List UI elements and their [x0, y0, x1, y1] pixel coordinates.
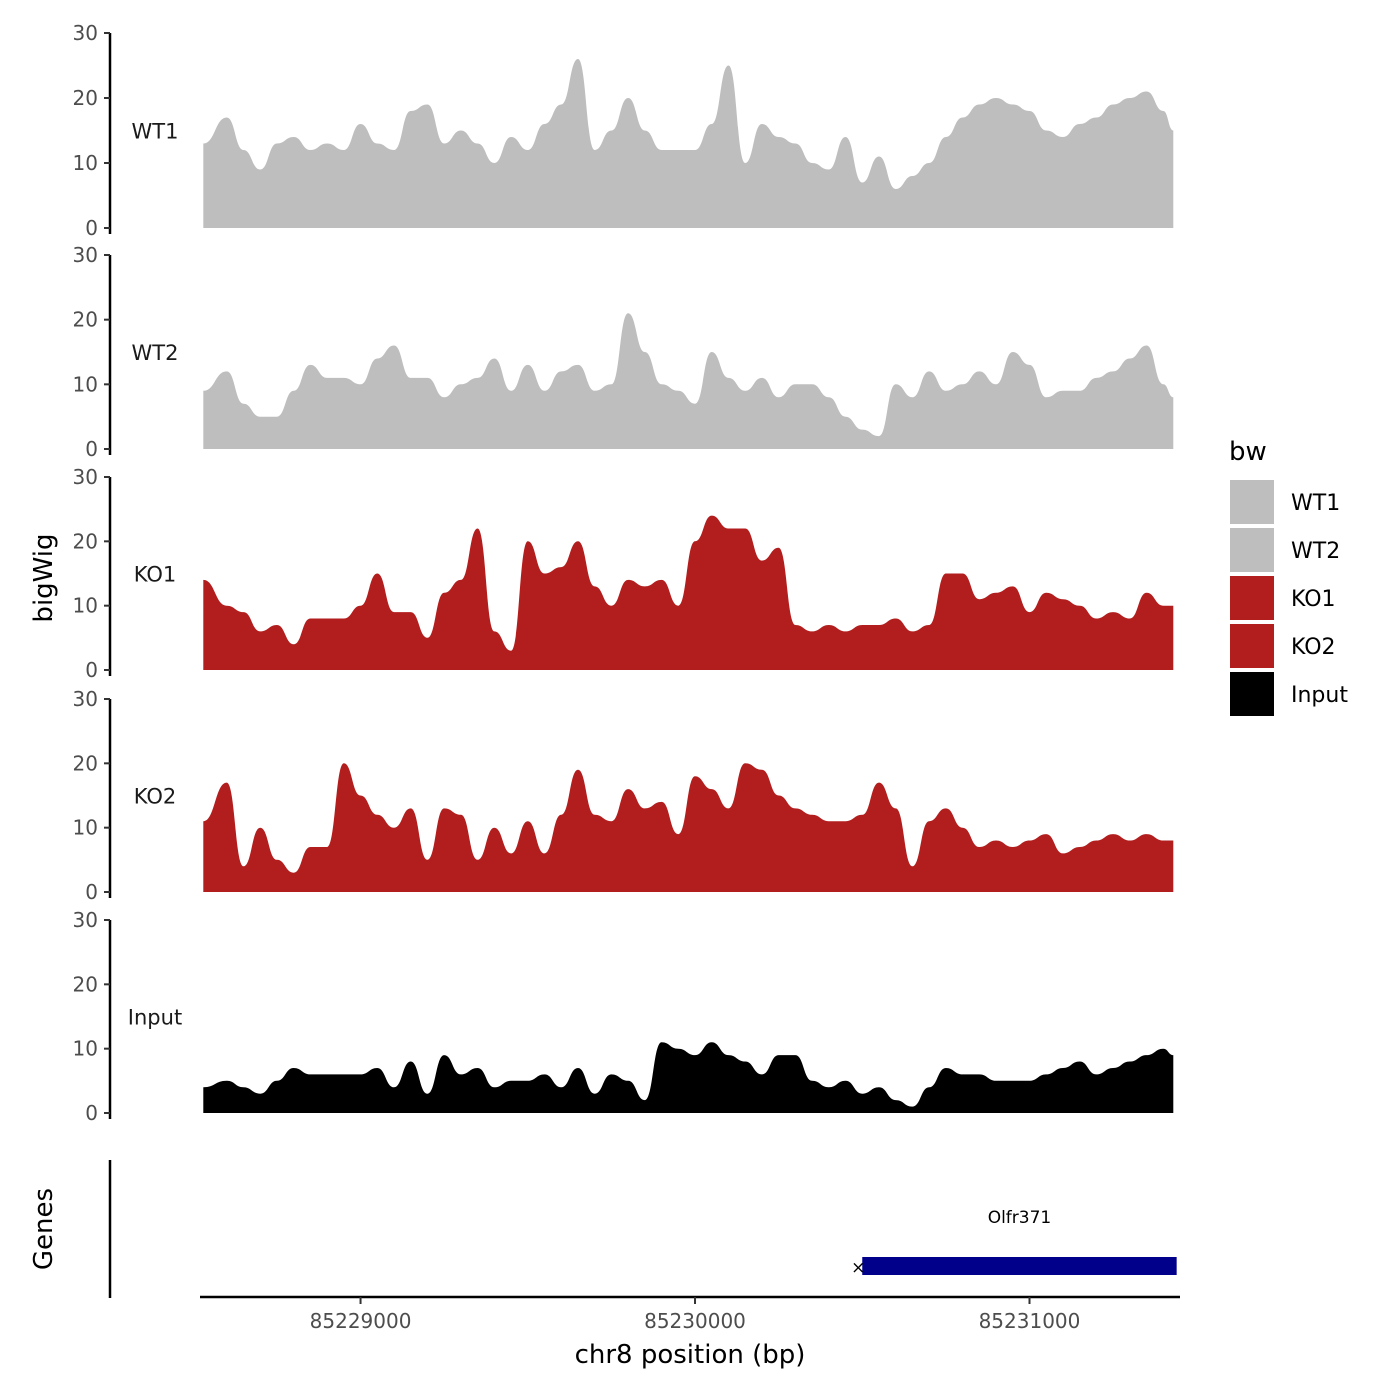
gene-strand-marker: ×	[851, 1258, 865, 1278]
legend: bw WT1 WT2 KO1 KO2 Input	[1229, 437, 1348, 716]
y-axis-title: bigWig	[29, 533, 59, 622]
legend-swatch-input	[1230, 672, 1274, 716]
x-tick-label: 85231000	[979, 1309, 1081, 1333]
y-tick-label: 10	[73, 816, 98, 840]
legend-title: bw	[1229, 437, 1267, 467]
signal-area-ko2	[203, 763, 1174, 892]
y-tick-label: 30	[73, 465, 98, 489]
y-tick-label: 30	[73, 243, 98, 267]
gene-name-label: Olfr371	[988, 1208, 1052, 1228]
y-tick-label: 10	[73, 594, 98, 618]
legend-label-wt1: WT1	[1291, 491, 1340, 516]
track-ko2: 0 10 20 30 KO2	[73, 687, 1174, 904]
track-label-ko1: KO1	[134, 563, 177, 587]
y-tick-label: 20	[73, 308, 98, 332]
track-label-ko2: KO2	[134, 785, 177, 809]
track-label-input: Input	[128, 1006, 182, 1030]
legend-swatch-ko1	[1230, 576, 1274, 620]
legend-label-ko2: KO2	[1291, 635, 1336, 660]
y-tick-label: 30	[73, 908, 98, 932]
track-wt2: 0 10 20 30 WT2	[73, 243, 1174, 461]
tracks-group: 0 10 20 30 WT1 0 10 20 30 WT2 0 10 20 30 KO1 0 10 20 30 KO2…	[73, 21, 1174, 1125]
y-tick-label: 30	[73, 687, 98, 711]
y-tick-label: 0	[85, 880, 98, 904]
gene-track: × Olfr371	[108, 1160, 1177, 1298]
x-axis: 85229000 85230000 85231000	[200, 1295, 1180, 1333]
y-tick-label: 20	[73, 86, 98, 110]
y-tick-label: 10	[73, 372, 98, 396]
genes-axis-title: Genes	[29, 1188, 59, 1270]
legend-label-wt2: WT2	[1291, 539, 1340, 564]
x-tick-label: 85230000	[644, 1309, 746, 1333]
x-axis-title: chr8 position (bp)	[575, 1340, 806, 1370]
track-ko1: 0 10 20 30 KO1	[73, 465, 1174, 682]
legend-label-ko1: KO1	[1291, 587, 1336, 612]
legend-swatch-ko2	[1230, 624, 1274, 668]
signal-area-input	[203, 1042, 1174, 1113]
legend-label-input: Input	[1291, 683, 1348, 708]
y-tick-label: 0	[85, 658, 98, 682]
signal-area-ko1	[203, 515, 1174, 670]
y-tick-label: 0	[85, 1101, 98, 1125]
y-tick-label: 0	[85, 216, 98, 240]
gene-body-olfr371	[862, 1257, 1177, 1275]
y-tick-label: 20	[73, 751, 98, 775]
legend-swatch-wt2	[1230, 528, 1274, 572]
y-tick-label: 0	[85, 437, 98, 461]
y-tick-label: 30	[73, 21, 98, 45]
legend-swatch-wt1	[1230, 480, 1274, 524]
track-label-wt2: WT2	[132, 341, 179, 365]
track-input: 0 10 20 30 Input	[73, 908, 1174, 1125]
y-tick-label: 20	[73, 529, 98, 553]
track-wt1: 0 10 20 30 WT1	[73, 21, 1174, 240]
track-label-wt1: WT1	[132, 120, 179, 144]
signal-area-wt1	[203, 59, 1174, 228]
y-tick-label: 20	[73, 972, 98, 996]
x-tick-label: 85229000	[310, 1309, 412, 1333]
y-tick-label: 10	[73, 1037, 98, 1061]
signal-area-wt2	[203, 313, 1174, 449]
y-tick-label: 10	[73, 151, 98, 175]
